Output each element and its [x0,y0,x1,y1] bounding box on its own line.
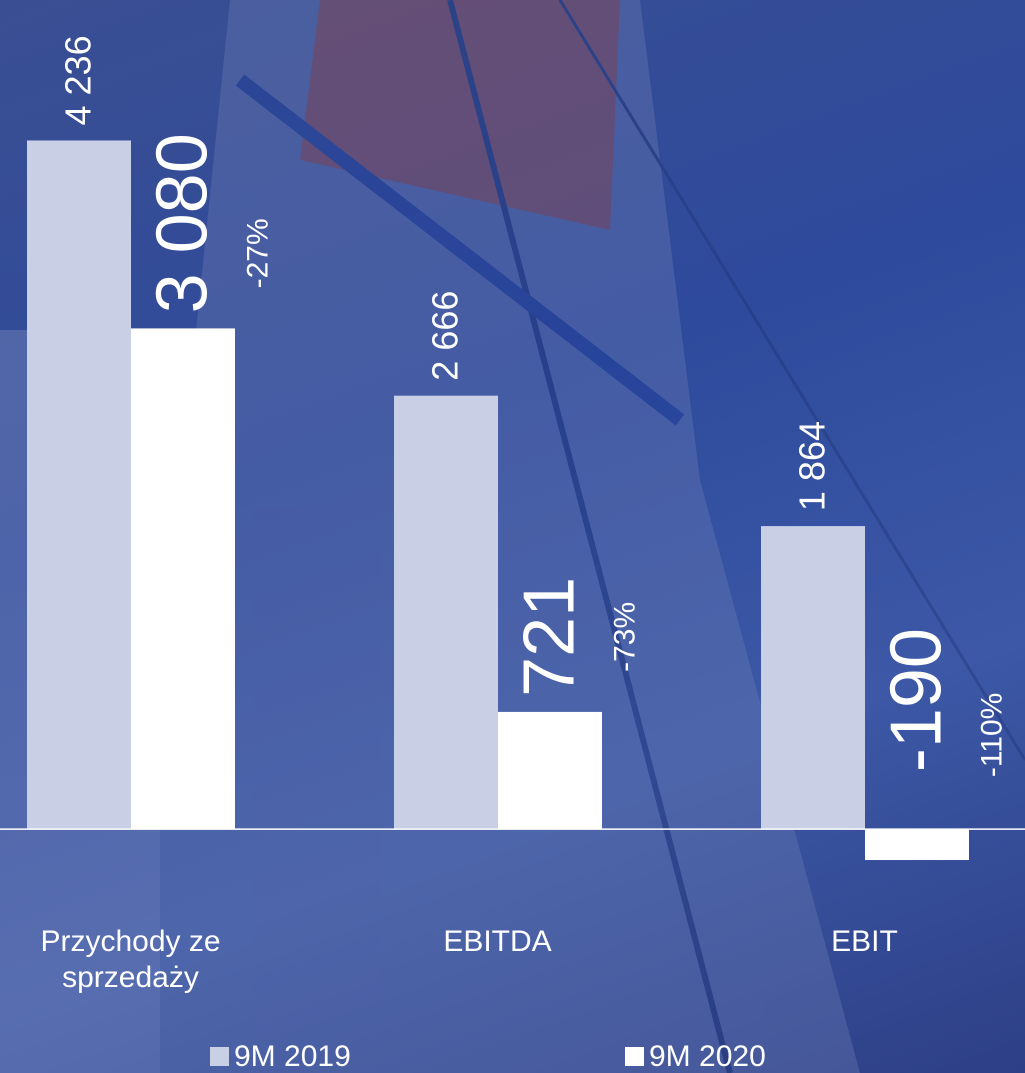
value-label: 3 080 [143,133,223,313]
bar [27,140,131,829]
value-label: 4 236 [58,35,99,125]
change-label: -27% [242,218,275,288]
legend-swatch [625,1047,644,1066]
x-tick-label: EBIT [750,924,980,960]
chart: 4 236 3 080 -27% 2 666 721 -73% 1 864 -190 -110%… [0,0,1025,1073]
change-label: -110% [976,693,1009,778]
bar [498,712,602,829]
value-label: 721 [510,577,590,697]
value-label: 1 864 [792,421,833,511]
legend-swatch [210,1047,229,1066]
legend-label: 9M 2019 [234,1040,351,1073]
bar [761,526,865,829]
bar [131,328,235,829]
bar [394,396,498,829]
chart-svg: 4 236 3 080 -27% 2 666 721 -73% 1 864 -190 -110%… [0,0,1025,1073]
bar [865,829,969,860]
x-tick-label: EBITDA [383,924,613,960]
x-tick-label: Przychody ze sprzedaży [16,924,246,996]
change-label: -73% [609,602,642,672]
value-label: 2 666 [425,291,466,381]
value-label: -190 [877,628,957,772]
legend-label: 9M 2020 [649,1040,766,1073]
